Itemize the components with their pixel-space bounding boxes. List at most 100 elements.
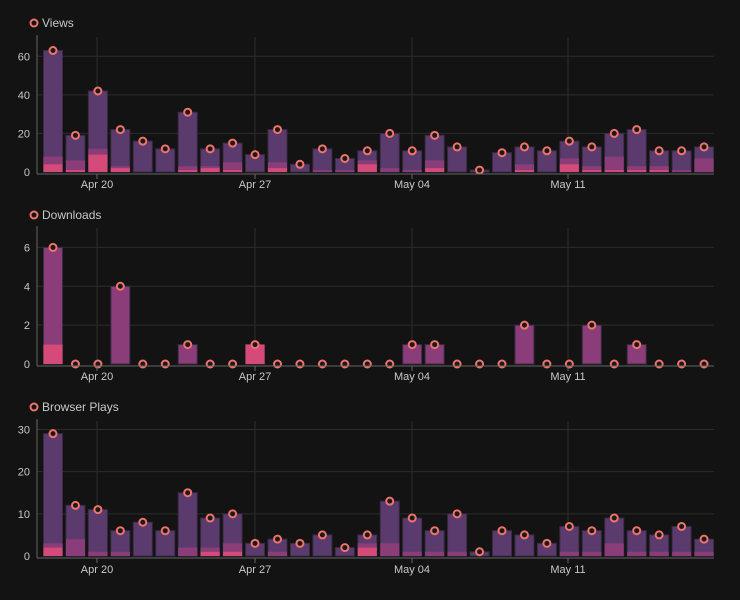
data-point bbox=[632, 125, 642, 135]
bar-low bbox=[268, 168, 287, 172]
data-point bbox=[228, 138, 238, 148]
bar-total bbox=[447, 513, 468, 557]
bar-mid bbox=[88, 551, 108, 556]
bar-total bbox=[177, 111, 198, 173]
bar-total bbox=[379, 132, 400, 173]
data-point bbox=[160, 526, 170, 536]
legend-marker bbox=[29, 402, 39, 412]
data-point bbox=[317, 530, 327, 540]
data-point bbox=[205, 513, 215, 523]
data-point bbox=[205, 144, 215, 154]
data-point bbox=[475, 547, 485, 557]
data-point bbox=[654, 530, 664, 540]
bar-low bbox=[245, 344, 265, 364]
y-tick-label: 0 bbox=[24, 359, 30, 371]
bar-mid bbox=[627, 166, 647, 172]
data-point bbox=[430, 130, 440, 140]
data-point bbox=[70, 130, 80, 140]
data-point bbox=[385, 128, 395, 138]
bar-total bbox=[43, 50, 63, 173]
bar-mid bbox=[223, 162, 243, 172]
chart-title: Browser Plays bbox=[42, 400, 119, 414]
bar-mid bbox=[425, 551, 445, 556]
data-point bbox=[632, 340, 642, 350]
bar-mid bbox=[694, 551, 714, 556]
data-point bbox=[70, 500, 80, 510]
bar-low bbox=[223, 170, 243, 172]
data-point bbox=[452, 509, 462, 519]
data-point bbox=[587, 526, 597, 536]
bar-mid bbox=[604, 156, 624, 172]
data-point bbox=[542, 146, 552, 156]
data-point bbox=[452, 142, 462, 152]
data-point bbox=[93, 505, 103, 515]
bar-mid bbox=[604, 543, 624, 556]
data-point bbox=[340, 154, 350, 163]
bar-total bbox=[132, 140, 153, 173]
data-point bbox=[542, 538, 552, 548]
data-point bbox=[48, 429, 58, 439]
data-point bbox=[587, 142, 597, 152]
data-point bbox=[654, 146, 664, 156]
legend-marker bbox=[29, 18, 39, 28]
bar-low bbox=[514, 170, 534, 172]
data-point bbox=[93, 86, 103, 96]
data-point bbox=[183, 107, 193, 117]
x-tick-label: May 04 bbox=[394, 564, 430, 576]
data-point bbox=[699, 142, 709, 152]
data-point bbox=[497, 148, 507, 158]
bar-mid bbox=[559, 551, 579, 556]
bar-low bbox=[43, 344, 63, 364]
bar-total bbox=[132, 521, 153, 557]
bar-low bbox=[357, 164, 377, 172]
data-point bbox=[317, 144, 327, 154]
data-point bbox=[273, 125, 282, 135]
x-tick-label: Apr 20 bbox=[81, 179, 113, 191]
data-point bbox=[430, 340, 440, 350]
data-point bbox=[48, 242, 58, 252]
data-point bbox=[115, 281, 125, 291]
x-tick-label: May 11 bbox=[550, 564, 585, 576]
bar-mid bbox=[268, 162, 287, 172]
y-tick-label: 0 bbox=[24, 551, 30, 563]
data-point bbox=[362, 530, 372, 540]
y-tick-label: 10 bbox=[18, 509, 30, 521]
bar-mid bbox=[649, 551, 669, 556]
x-tick-label: May 11 bbox=[550, 371, 585, 383]
bar-mid bbox=[110, 551, 130, 556]
data-point bbox=[407, 340, 417, 350]
data-point bbox=[609, 128, 619, 138]
data-point bbox=[564, 521, 574, 531]
x-tick-label: Apr 27 bbox=[239, 371, 271, 383]
bar-low bbox=[110, 168, 130, 172]
y-tick-label: 4 bbox=[24, 281, 30, 293]
bar-total bbox=[626, 129, 647, 173]
bar-mid bbox=[672, 551, 692, 556]
chart-panel-1: Downloads 0 2 4 6 Apr 20 Apr 27 May 04 May 11 bbox=[24, 208, 714, 383]
bar-total bbox=[402, 517, 423, 557]
data-point bbox=[138, 517, 148, 527]
data-point bbox=[519, 530, 529, 540]
y-tick-label: 60 bbox=[18, 51, 30, 63]
x-tick-label: May 04 bbox=[394, 371, 430, 383]
bar-mid bbox=[178, 547, 198, 556]
data-point bbox=[48, 46, 58, 55]
bar-mid bbox=[425, 160, 445, 172]
bar-mid bbox=[380, 543, 400, 556]
bar-low bbox=[582, 170, 602, 172]
bar-mid bbox=[65, 160, 85, 172]
bar-mid bbox=[649, 166, 669, 172]
bar-mid bbox=[402, 551, 422, 556]
chart-title: Downloads bbox=[42, 208, 101, 222]
bar-low bbox=[559, 164, 579, 172]
data-point bbox=[115, 125, 125, 135]
bar-low bbox=[200, 551, 220, 556]
bar-low bbox=[178, 170, 198, 172]
bar-total bbox=[514, 324, 535, 365]
data-point bbox=[273, 534, 282, 544]
data-point bbox=[183, 340, 193, 350]
bar-mid bbox=[514, 164, 534, 172]
data-point bbox=[677, 146, 687, 156]
data-point bbox=[295, 538, 305, 548]
